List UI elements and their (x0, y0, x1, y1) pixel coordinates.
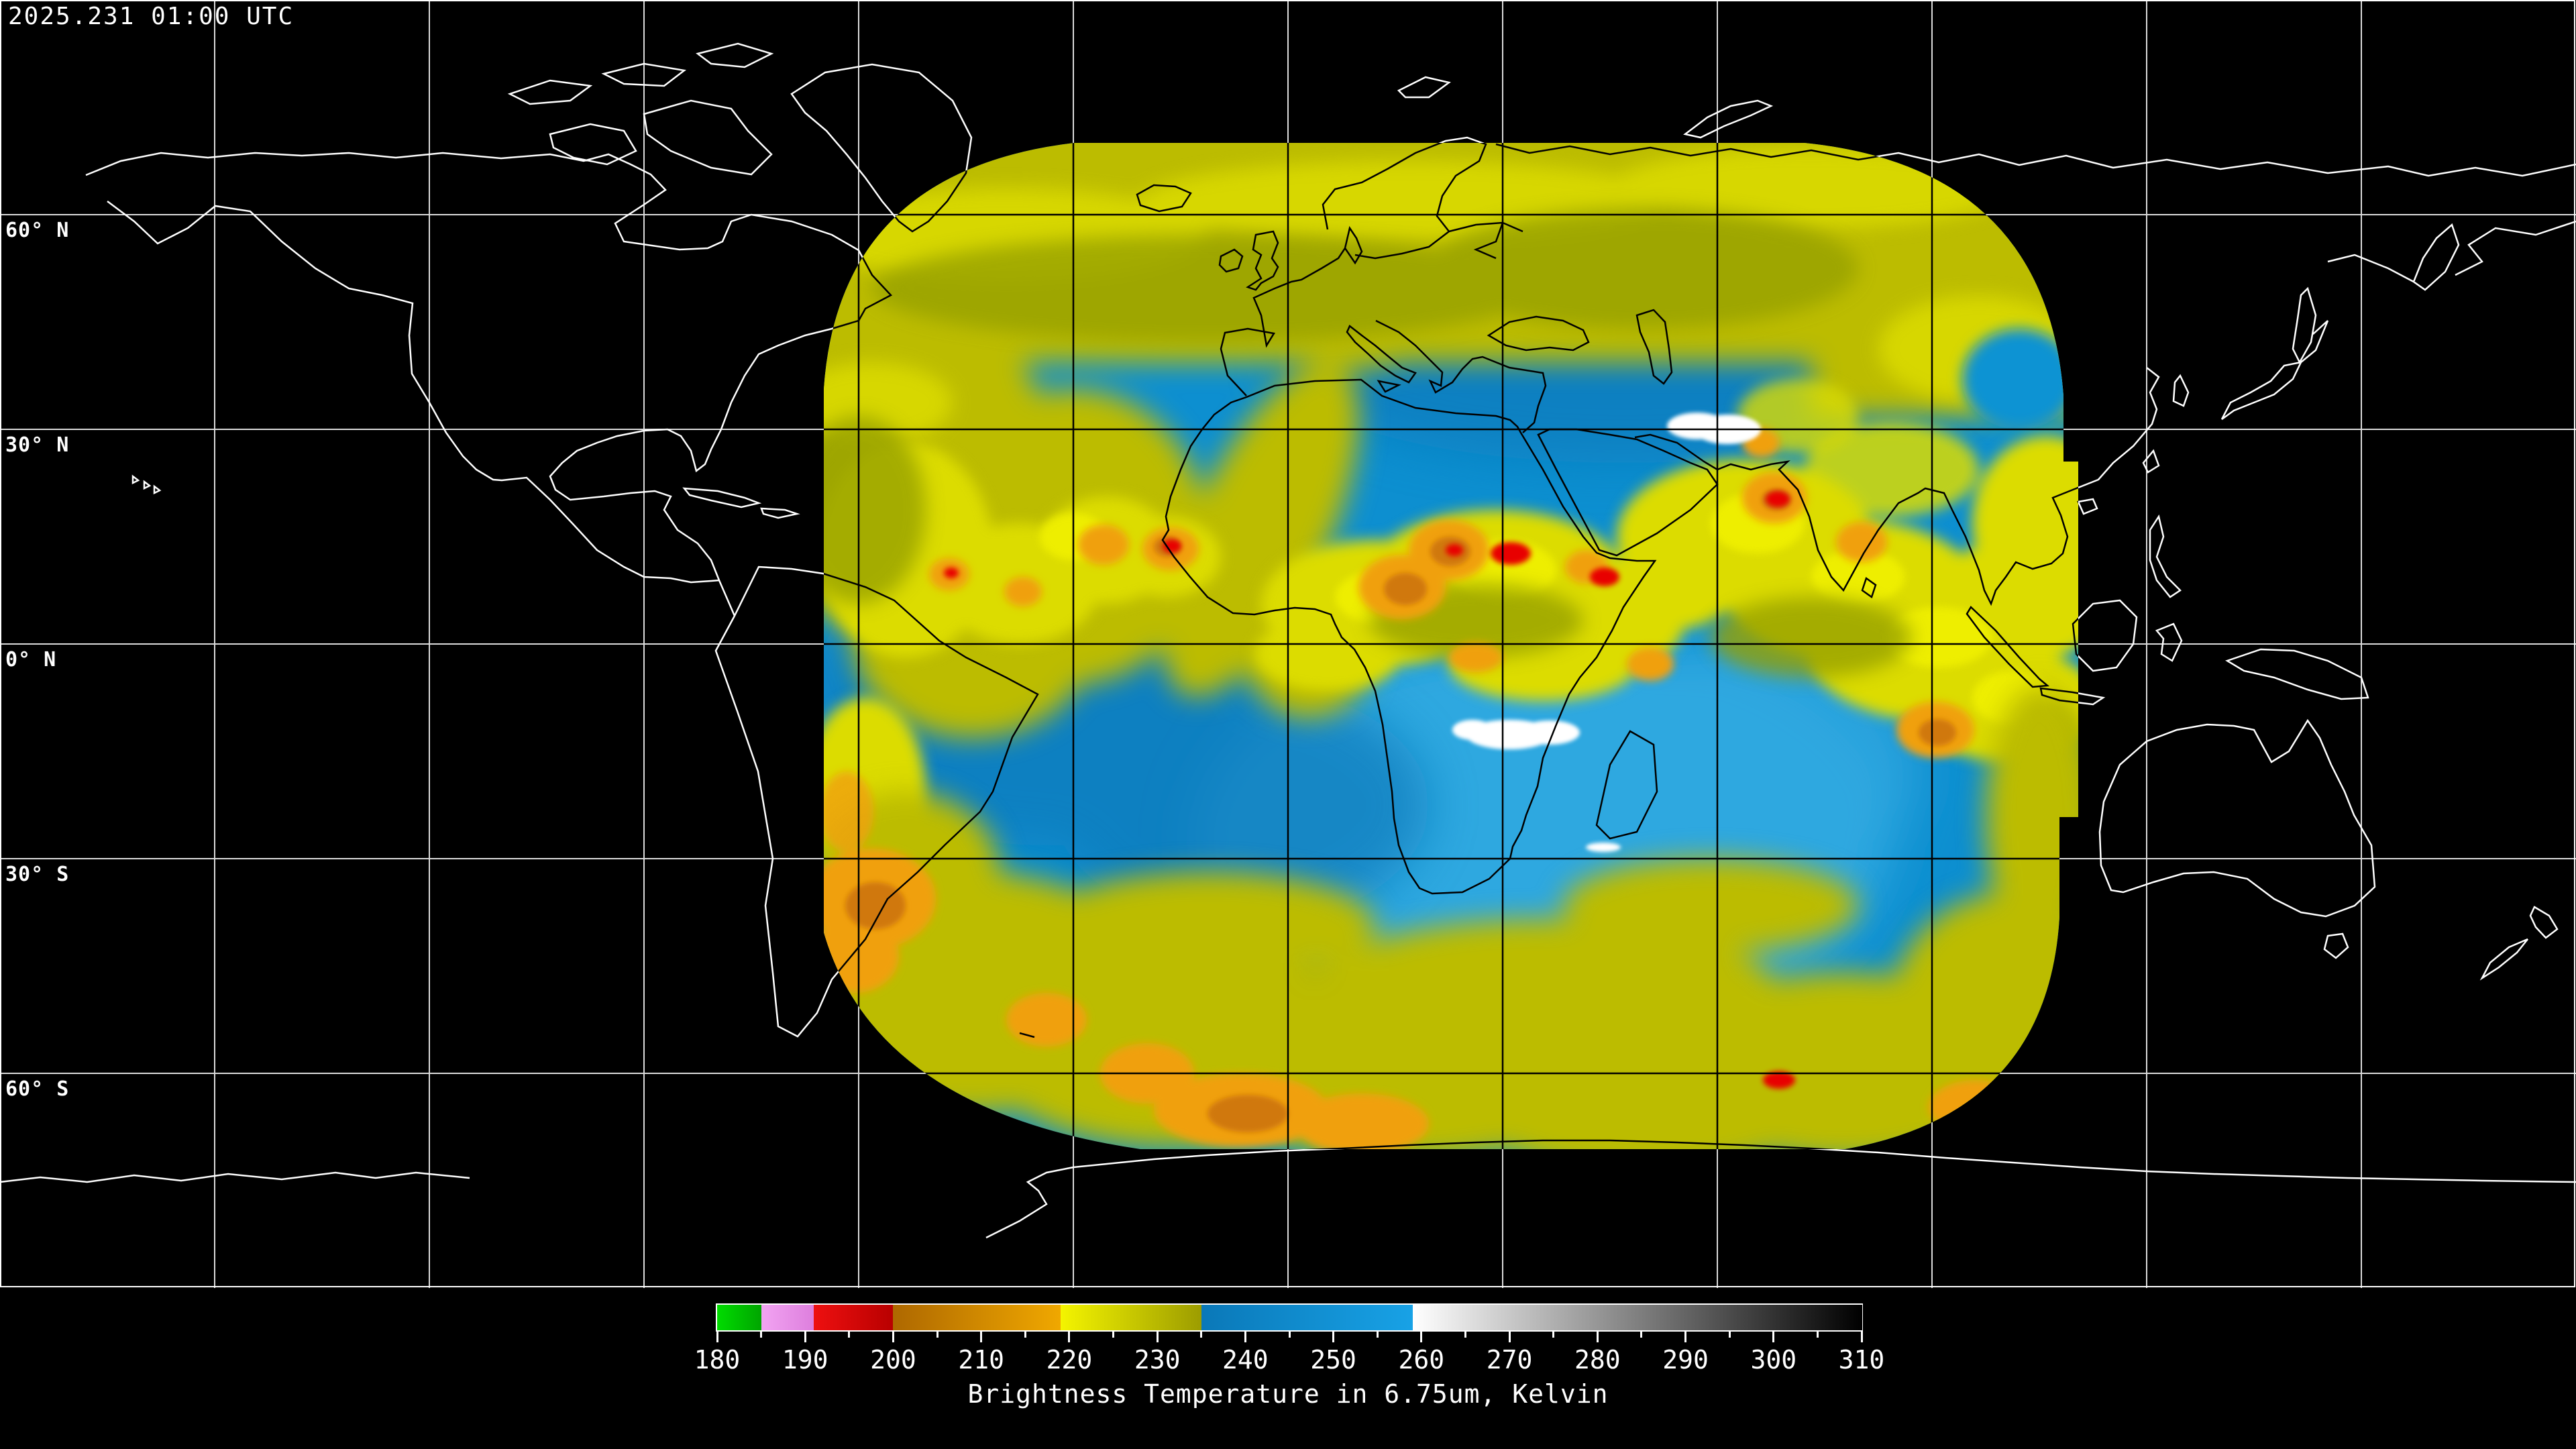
colorbar-segment-blue (1201, 1305, 1413, 1330)
colorbar-tick-230 (1156, 1332, 1159, 1342)
colorbar-tick-250 (1332, 1332, 1335, 1342)
colorbar-minor-tick-275 (1552, 1332, 1555, 1338)
colorbar-minor-tick-185 (760, 1332, 763, 1338)
colorbar-minor-tick-235 (1200, 1332, 1203, 1338)
colorbar-segment-green (717, 1305, 762, 1330)
colorbar-tick-210 (980, 1332, 983, 1342)
lat-label-30s: 30° S (5, 863, 70, 886)
map-border (0, 0, 2575, 1287)
colorbar-minor-tick-215 (1024, 1332, 1026, 1338)
colorbar-tick-label: 310 (1838, 1345, 1885, 1375)
colorbar-segment-orange (893, 1305, 1061, 1330)
colorbar-tick-190 (804, 1332, 806, 1342)
colorbar-tick-label: 240 (1222, 1345, 1269, 1375)
yellow-vivid-cores (1040, 493, 2053, 724)
white-cloud-tops (1452, 413, 1761, 852)
colorbar-minor-tick-225 (1112, 1332, 1115, 1338)
colorbar-minor-tick-195 (848, 1332, 851, 1338)
colorbar-minor-tick-265 (1464, 1332, 1466, 1338)
colorbar-minor-tick-255 (1376, 1332, 1379, 1338)
colorbar-segment-gray (1412, 1305, 1862, 1330)
colorbar-minor-tick-305 (1816, 1332, 1819, 1338)
colorbar-tick-310 (1860, 1332, 1863, 1342)
colorbar-minor-tick-295 (1728, 1332, 1731, 1338)
colorbar-tick-200 (892, 1332, 894, 1342)
dry-blue-spot (1962, 329, 2076, 429)
colorbar-tick-260 (1420, 1332, 1423, 1342)
colorbar-tick-270 (1508, 1332, 1511, 1342)
colorbar-tick-label: 270 (1486, 1345, 1533, 1375)
colorbar-tick-label: 230 (1134, 1345, 1181, 1375)
colorbar-tick-290 (1684, 1332, 1687, 1342)
colorbar-tick-label: 290 (1662, 1345, 1709, 1375)
colorbar-tick-label: 280 (1574, 1345, 1621, 1375)
colorbar-tick-label: 210 (958, 1345, 1004, 1375)
colorbar-segment-yellow (1060, 1305, 1202, 1330)
colorbar-tick-280 (1596, 1332, 1599, 1342)
red-cores (944, 491, 1795, 1089)
lat-label-60s: 60° S (5, 1077, 70, 1101)
colorbar-tick-300 (1772, 1332, 1775, 1342)
colorbar-tick-180 (716, 1332, 718, 1342)
colorbar-segment-red (814, 1305, 894, 1330)
colorbar-tick-label: 220 (1046, 1345, 1093, 1375)
colorbar-minor-tick-205 (936, 1332, 938, 1338)
colorbar-tick-label: 180 (694, 1345, 741, 1375)
timestamp: 2025.231 01:00 UTC (8, 3, 294, 30)
lat-label-60n: 60° N (5, 219, 70, 242)
colorbar-tick-label: 300 (1750, 1345, 1797, 1375)
colorbar-minor-tick-285 (1640, 1332, 1643, 1338)
lat-label-30n: 30° N (5, 433, 70, 457)
colorbar-tick-label: 200 (870, 1345, 916, 1375)
satellite-footprint (824, 143, 2078, 1149)
colorbar-segment-violet (761, 1305, 815, 1330)
colorbar (716, 1303, 1863, 1332)
colorbar-tick-label: 190 (782, 1345, 828, 1375)
colorbar-tick-220 (1068, 1332, 1071, 1342)
colorbar-caption: Brightness Temperature in 6.75um, Kelvin (967, 1379, 1609, 1409)
colorbar-tick-label: 250 (1310, 1345, 1356, 1375)
lat-label-0n: 0° N (5, 648, 57, 672)
colorbar-minor-tick-245 (1288, 1332, 1291, 1338)
colorbar-tick-label: 260 (1398, 1345, 1445, 1375)
colorbar-tick-240 (1244, 1332, 1246, 1342)
